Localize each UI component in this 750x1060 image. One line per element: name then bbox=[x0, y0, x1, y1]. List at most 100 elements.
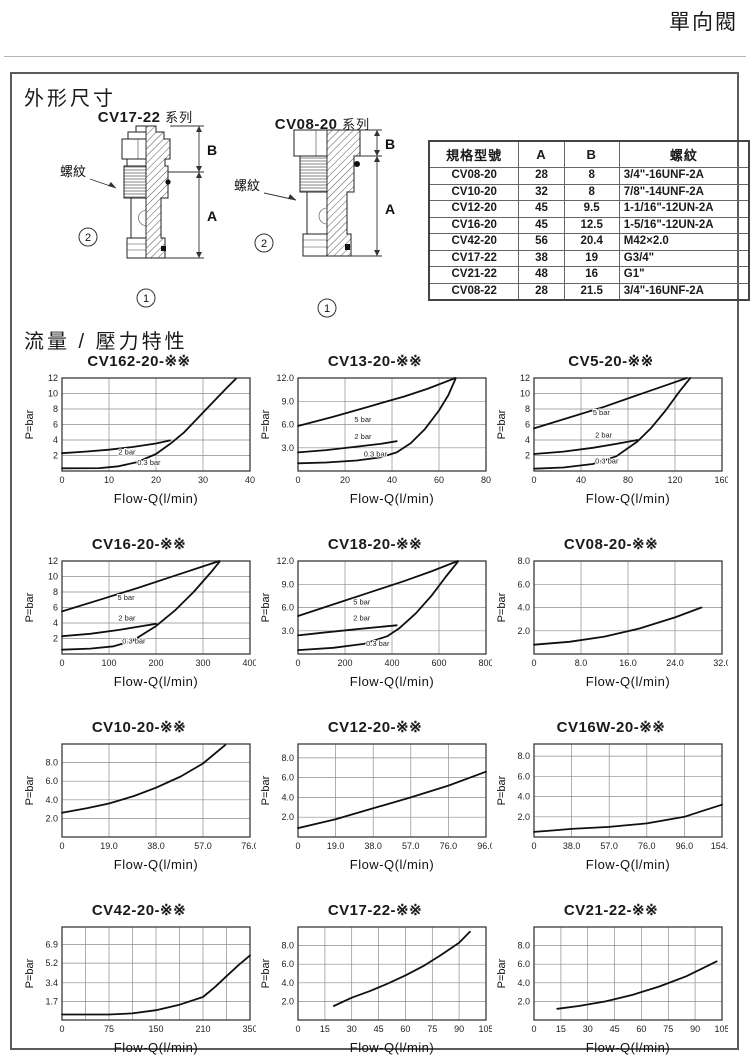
svg-text:19.0: 19.0 bbox=[100, 841, 118, 851]
column-header: 規格型號 bbox=[428, 140, 520, 168]
table-cell: M42×2.0 bbox=[618, 233, 750, 251]
dim-label-a: A bbox=[385, 201, 395, 217]
chart-cv12-20: CV12-20-※※ 0 19.0 38.0 57.0 76.0 96.0 2.0 4.0 6.0… bbox=[258, 718, 495, 877]
port2-marker-circle bbox=[254, 233, 274, 253]
table-cell: 7/8"-14UNF-2A bbox=[618, 183, 750, 201]
svg-text:Flow-Q(l/min): Flow-Q(l/min) bbox=[114, 857, 199, 872]
svg-text:P=bar: P=bar bbox=[496, 409, 508, 439]
svg-text:38.0: 38.0 bbox=[364, 841, 382, 851]
chart-title: CV18-20-※※ bbox=[327, 536, 423, 553]
svg-text:8.0: 8.0 bbox=[575, 658, 588, 668]
table-cell: CV08-20 bbox=[428, 167, 520, 185]
svg-text:57.0: 57.0 bbox=[600, 841, 618, 851]
svg-text:6: 6 bbox=[53, 603, 58, 613]
svg-text:Flow-Q(l/min): Flow-Q(l/min) bbox=[350, 491, 435, 506]
svg-text:0: 0 bbox=[531, 658, 536, 668]
chart-plot: 5 bar 2 bar 0.3 bar 0 200 400 600 800 3.0 6.0 9.0 1… bbox=[260, 556, 494, 689]
valve-section-drawing: B A 螺紋 2 1 bbox=[60, 125, 217, 308]
chart-cv17-22: CV17-22-※※ 0 15 30 45 60 75 90 105 2.0 4.0 6.0 8.0 Fl… bbox=[258, 901, 494, 1060]
svg-text:160: 160 bbox=[714, 475, 728, 485]
chart-figure: 0 8.0 16.0 24.0 32.0 2.0 4.0 6.0 8.0 Flow-Q(l/min… bbox=[494, 555, 731, 694]
svg-text:45: 45 bbox=[374, 1024, 384, 1034]
svg-text:6: 6 bbox=[525, 420, 530, 430]
table-cell: CV16-20 bbox=[428, 216, 520, 234]
seal-square bbox=[161, 246, 166, 251]
svg-text:76.0: 76.0 bbox=[241, 841, 256, 851]
table-cell: CV08-22 bbox=[428, 282, 520, 301]
o-ring-dot bbox=[165, 179, 171, 185]
svg-text:40: 40 bbox=[576, 475, 586, 485]
chart-plot: 5 bar 2 bar 0.3 bar 0 40 80 120 160 2 4 6 8 10 12 Flow… bbox=[496, 373, 730, 506]
table-row: CV17-22 38 19 G3/4" bbox=[428, 249, 750, 267]
svg-text:16.0: 16.0 bbox=[619, 658, 637, 668]
svg-text:2 bar: 2 bar bbox=[118, 613, 136, 622]
chart-title: CV10-20-※※ bbox=[91, 719, 187, 736]
svg-text:4.0: 4.0 bbox=[517, 792, 530, 802]
svg-text:210: 210 bbox=[195, 1024, 210, 1034]
svg-text:P=bar: P=bar bbox=[24, 958, 36, 988]
port1-marker-circle bbox=[136, 288, 156, 308]
svg-text:0: 0 bbox=[295, 841, 300, 851]
chart-figure: 5 bar 2 bar 0.3 bar 0 100 200 300 400 2 4 6 8 10 12 Fl… bbox=[22, 555, 258, 694]
port1-marker: 1 bbox=[324, 303, 330, 315]
svg-text:9.0: 9.0 bbox=[281, 579, 294, 589]
svg-text:P=bar: P=bar bbox=[260, 409, 272, 439]
svg-text:Flow-Q(l/min): Flow-Q(l/min) bbox=[350, 857, 435, 872]
table-cell: 20.4 bbox=[563, 233, 620, 251]
port1-marker: 1 bbox=[143, 293, 149, 305]
svg-text:6.0: 6.0 bbox=[281, 773, 294, 783]
svg-text:75: 75 bbox=[104, 1024, 114, 1034]
svg-text:76.0: 76.0 bbox=[638, 841, 656, 851]
chart-figure: 0 19.0 38.0 57.0 76.0 2.0 4.0 6.0 8.0 Flow-Q(l/mi… bbox=[22, 738, 259, 877]
svg-text:2.0: 2.0 bbox=[45, 813, 58, 823]
svg-text:4: 4 bbox=[53, 435, 58, 445]
svg-text:5 bar: 5 bar bbox=[353, 597, 371, 606]
svg-text:8.0: 8.0 bbox=[281, 753, 294, 763]
svg-text:96.0: 96.0 bbox=[676, 841, 694, 851]
chart-figure: 5 bar 2 bar 0.3 bar 0 20 40 60 80 3.0 6.0 9.0 12.0 F… bbox=[258, 372, 492, 511]
svg-text:P=bar: P=bar bbox=[24, 409, 36, 439]
svg-text:6.0: 6.0 bbox=[281, 959, 294, 969]
thread-label: 螺紋 bbox=[60, 164, 86, 179]
svg-text:40: 40 bbox=[387, 475, 397, 485]
svg-text:12: 12 bbox=[520, 373, 530, 383]
svg-text:P=bar: P=bar bbox=[260, 958, 272, 988]
table-cell: 28 bbox=[518, 282, 565, 301]
chart-title: CV13-20-※※ bbox=[327, 353, 423, 370]
table-cell: 32 bbox=[518, 183, 565, 201]
svg-text:6.9: 6.9 bbox=[45, 940, 58, 950]
svg-text:400: 400 bbox=[242, 658, 256, 668]
svg-text:2 bar: 2 bar bbox=[595, 430, 613, 439]
svg-text:2.0: 2.0 bbox=[517, 812, 530, 822]
svg-text:0: 0 bbox=[531, 475, 536, 485]
svg-text:12: 12 bbox=[48, 373, 58, 383]
spec-table: 規格型號 A B 螺紋 CV08-20 28 8 3/4"-16UNF-2A CV10-20 3… bbox=[428, 140, 750, 301]
section-heading-dimensions: 外形尺寸 bbox=[24, 88, 116, 110]
svg-text:30: 30 bbox=[198, 475, 208, 485]
table-cell: CV21-22 bbox=[428, 266, 520, 284]
svg-text:0.3 bar: 0.3 bar bbox=[364, 450, 388, 459]
chart-plot: 0 75 150 210 350 1.7 3.4 5.2 6.9 Flow-Q(l/min) P=b… bbox=[24, 926, 258, 1055]
chart-title: CV16W-20-※※ bbox=[556, 719, 666, 736]
chart-cv10-20: CV10-20-※※ 0 19.0 38.0 57.0 76.0 2.0 4.0 6.0 8.0 F… bbox=[22, 718, 259, 877]
table-cell: 3/4"-16UNF-2A bbox=[618, 282, 750, 301]
chart-figure: 0 38.0 57.0 76.0 96.0 154.0 2.0 4.0 6.0 8.0 Flow-Q… bbox=[494, 738, 733, 877]
svg-text:30: 30 bbox=[347, 1024, 357, 1034]
chart-cv08-20: CV08-20-※※ 0 8.0 16.0 24.0 32.0 2.0 4.0 6.0 8.0 Fl… bbox=[494, 535, 731, 694]
table-row: CV42-20 56 20.4 M42×2.0 bbox=[428, 233, 750, 251]
chart-plot: 0 8.0 16.0 24.0 32.0 2.0 4.0 6.0 8.0 Flow-Q(l/min… bbox=[496, 556, 731, 689]
table-cell: 8 bbox=[563, 183, 620, 201]
table-cell: 1-5/16"-12UN-2A bbox=[618, 216, 750, 234]
chart-title: CV16-20-※※ bbox=[91, 536, 187, 553]
dim-label-b: B bbox=[385, 136, 395, 152]
svg-text:24.0: 24.0 bbox=[666, 658, 684, 668]
svg-text:2.0: 2.0 bbox=[281, 996, 294, 1006]
svg-text:350: 350 bbox=[242, 1024, 256, 1034]
svg-text:6.0: 6.0 bbox=[281, 603, 294, 613]
svg-text:8: 8 bbox=[53, 404, 58, 414]
svg-text:2.0: 2.0 bbox=[281, 812, 294, 822]
svg-text:Flow-Q(l/min): Flow-Q(l/min) bbox=[114, 491, 199, 506]
svg-text:2 bar: 2 bar bbox=[118, 448, 136, 457]
svg-text:3.4: 3.4 bbox=[45, 978, 58, 988]
